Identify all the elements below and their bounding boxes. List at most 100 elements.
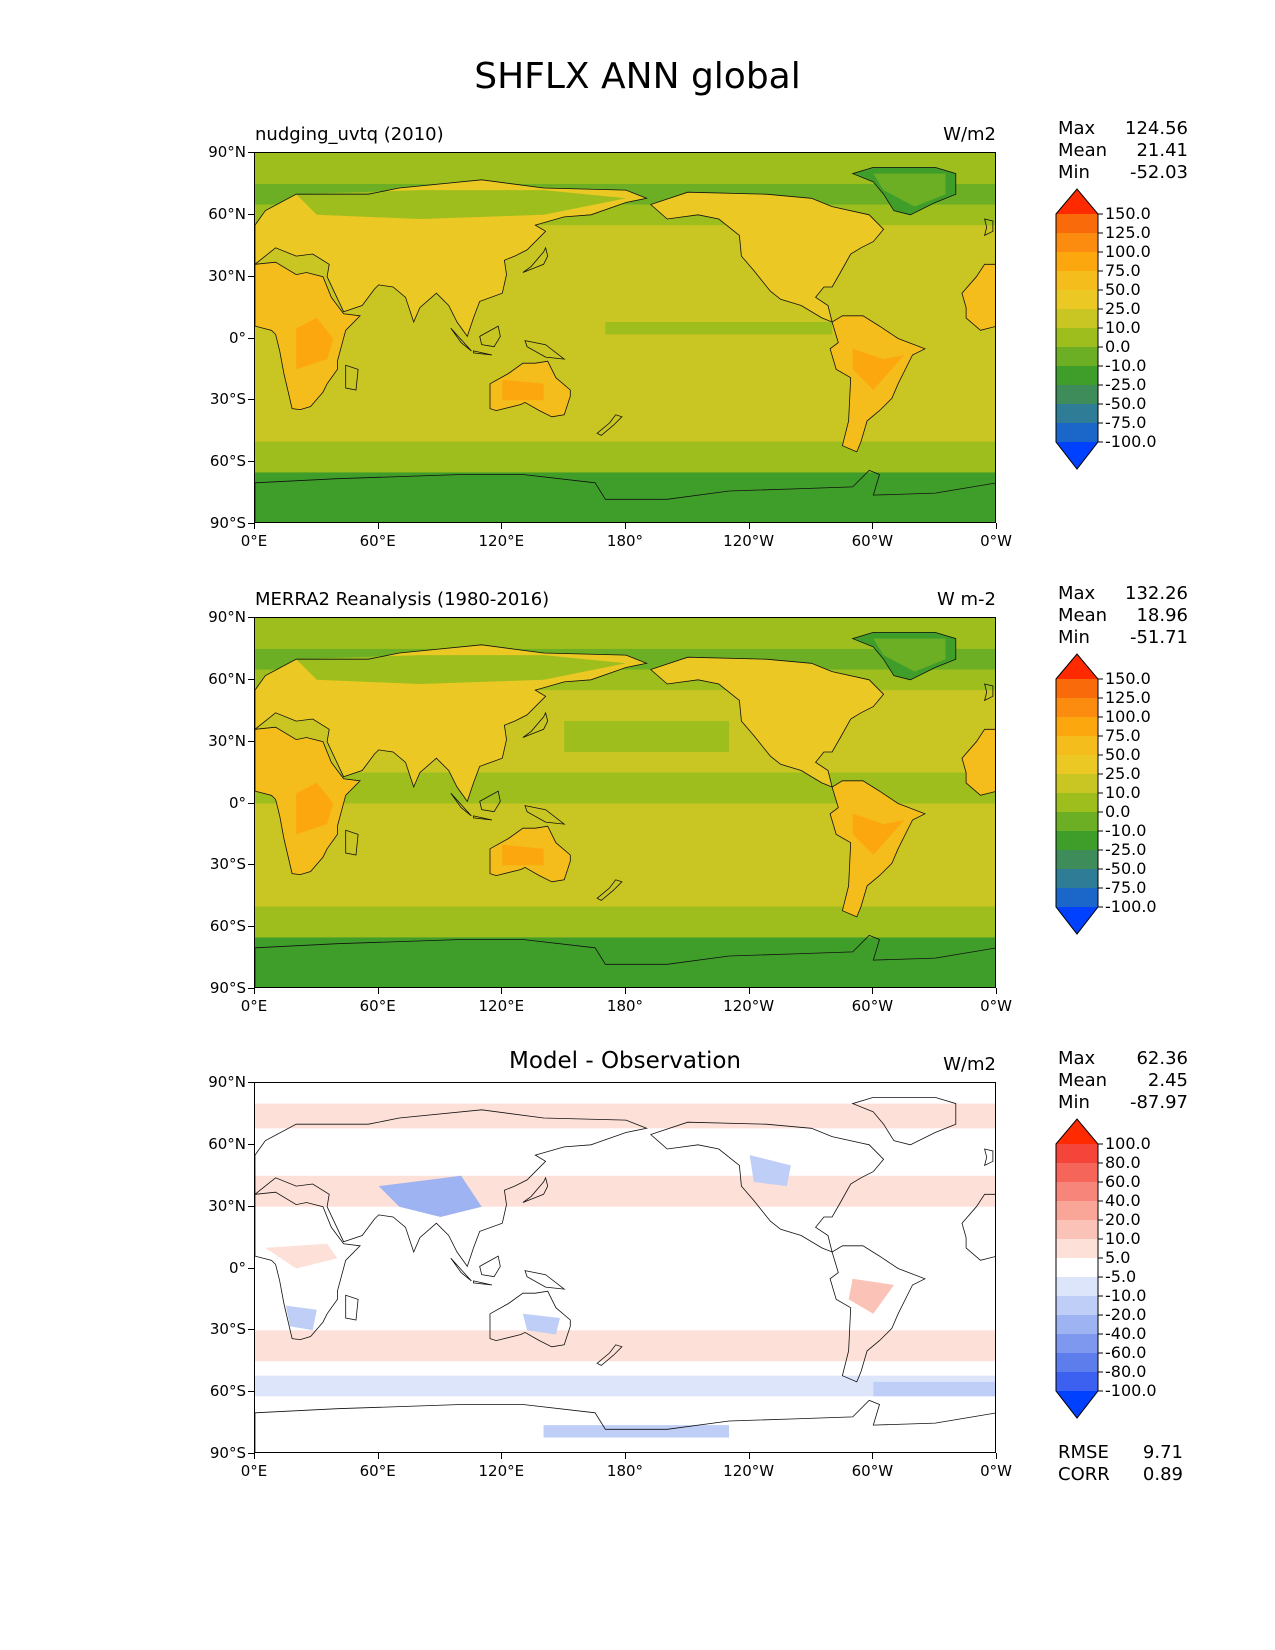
colorbar-band	[1056, 1182, 1098, 1202]
x-tick-label: 60°W	[851, 997, 894, 1015]
y-tick-label: 90°S	[209, 1444, 246, 1462]
coastline-island	[524, 1270, 566, 1290]
coastline-samerica	[829, 1245, 926, 1383]
colorbar-band	[1056, 1296, 1098, 1316]
map-svg	[255, 153, 995, 522]
colorbar-band	[1056, 366, 1098, 386]
colorbar-band	[1056, 309, 1098, 329]
colorbar-band	[1056, 793, 1098, 813]
field-region	[265, 1243, 338, 1269]
panel-title: Model - Observation	[508, 1048, 742, 1074]
coastline-island	[450, 792, 472, 817]
x-tick-label: 120°W	[723, 532, 775, 550]
stats-box: Max 124.56 Mean 21.41 Min -52.03	[1058, 118, 1188, 184]
y-tick-label: 60°S	[209, 917, 246, 936]
x-tick-label: 180°	[606, 532, 644, 550]
colorbar-label: -5.0	[1105, 1267, 1137, 1286]
field-region	[296, 782, 334, 835]
coastline-island	[473, 815, 493, 821]
rmse-value: 9.71	[1142, 1442, 1183, 1463]
colorbar-band	[1056, 290, 1098, 310]
y-tick-label: 90°S	[209, 979, 246, 997]
colorbar-extend-max	[1056, 189, 1098, 214]
coastline-africa_w	[961, 1193, 995, 1261]
coastline-island	[473, 1280, 493, 1286]
y-tick	[248, 617, 254, 618]
coastline-africa_w	[961, 728, 995, 796]
colorbar-label: 20.0	[1105, 1210, 1141, 1229]
y-tick-label: 60°N	[208, 204, 246, 223]
colorbar-label: 25.0	[1105, 764, 1141, 783]
y-tick-label: 0°	[228, 1258, 246, 1277]
x-tick-label: 60°W	[851, 532, 894, 550]
colorbar-diff	[1055, 1118, 1105, 1423]
field-region	[564, 721, 730, 752]
field-region	[255, 1375, 995, 1397]
y-tick	[248, 678, 254, 680]
coastline-island	[596, 414, 623, 436]
colorbar-band	[1056, 679, 1098, 699]
coastline-island	[524, 805, 566, 825]
colorbar-label: -40.0	[1105, 1324, 1147, 1343]
coastline-namerica	[649, 191, 885, 323]
colorbar-band	[1056, 1315, 1098, 1335]
x-tick-label: 180°	[606, 1462, 644, 1480]
y-tick	[248, 1082, 254, 1083]
y-tick	[248, 1329, 254, 1331]
y-tick	[248, 740, 254, 742]
stat-mean-label: Mean	[1058, 605, 1108, 626]
x-tick-label: 60°E	[359, 997, 396, 1015]
field-region	[873, 1381, 995, 1397]
y-tick	[248, 1453, 254, 1454]
colorbar-svg	[1055, 188, 1103, 470]
colorbar-band	[1056, 252, 1098, 272]
field-region	[255, 1103, 995, 1129]
colorbar-label: 150.0	[1105, 204, 1151, 223]
coastline-island	[524, 340, 566, 360]
x-tick-label: 60°W	[851, 1462, 894, 1480]
field-region	[296, 655, 626, 684]
stat-mean-label: Mean	[1058, 1070, 1108, 1091]
map-svg	[255, 618, 995, 987]
coastline-island	[983, 1148, 994, 1167]
map-svg	[255, 1083, 995, 1452]
field-region	[285, 1305, 317, 1331]
coastline-eurasia	[255, 179, 648, 338]
coastline-australia	[489, 825, 571, 883]
y-tick-label: 30°N	[208, 266, 246, 285]
coastline-greenland	[851, 166, 957, 216]
colorbar-band	[1056, 1353, 1098, 1373]
colorbar-band	[1056, 271, 1098, 291]
y-tick	[248, 152, 254, 153]
coastline-antarctica	[255, 934, 995, 987]
colorbar-label: 100.0	[1105, 707, 1151, 726]
field-region	[502, 844, 544, 866]
stat-mean: 21.41	[1136, 140, 1188, 161]
coastline-island	[450, 327, 472, 352]
field-region	[848, 1278, 894, 1314]
colorbar-band	[1056, 698, 1098, 718]
y-tick-label: 60°S	[209, 452, 246, 471]
coastline-island	[596, 1344, 623, 1366]
stat-mean: 2.45	[1147, 1070, 1188, 1091]
y-tick	[248, 988, 254, 989]
coastline-eurasia	[255, 644, 648, 803]
stat-min: -52.03	[1129, 162, 1188, 183]
y-tick	[248, 1267, 254, 1269]
field-region	[749, 1155, 791, 1187]
map-plot-obs	[254, 617, 996, 988]
field-region	[255, 1083, 995, 1452]
coastline-island	[450, 1257, 472, 1282]
colorbar-band	[1056, 1334, 1098, 1354]
colorbar-label: 150.0	[1105, 669, 1151, 688]
field-region	[378, 1175, 482, 1217]
x-tick	[625, 1453, 626, 1459]
colorbar-label: 100.0	[1105, 242, 1151, 261]
stat-min: -51.71	[1129, 627, 1188, 648]
metrics-box: RMSE 9.71 CORR 0.89	[1058, 1442, 1183, 1486]
coastline-australia	[489, 360, 571, 418]
stats-box: Max 132.26 Mean 18.96 Min -51.71	[1058, 583, 1188, 649]
y-tick	[248, 337, 254, 339]
colorbar-band	[1056, 404, 1098, 424]
y-tick	[248, 1391, 254, 1393]
